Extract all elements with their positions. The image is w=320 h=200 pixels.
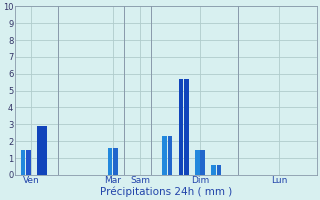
Bar: [20, 150, 25, 175]
Bar: [200, 150, 205, 175]
Bar: [179, 79, 183, 175]
Bar: [195, 150, 200, 175]
Bar: [217, 165, 221, 175]
X-axis label: Précipitations 24h ( mm ): Précipitations 24h ( mm ): [100, 187, 232, 197]
Bar: [42, 126, 47, 175]
Bar: [113, 148, 118, 175]
Bar: [37, 126, 42, 175]
Bar: [162, 136, 167, 175]
Bar: [26, 150, 31, 175]
Bar: [108, 148, 112, 175]
Bar: [184, 79, 189, 175]
Bar: [168, 136, 172, 175]
Bar: [211, 165, 216, 175]
